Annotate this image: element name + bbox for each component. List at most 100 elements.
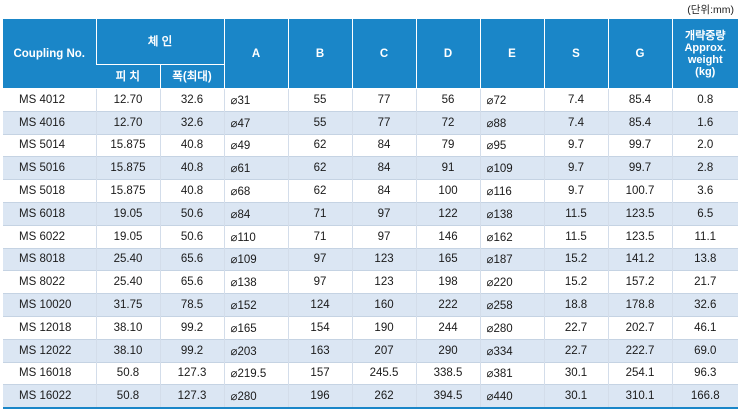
cell-a: ⌀280 [223, 384, 289, 409]
cell-a: ⌀31 [223, 88, 289, 112]
cell-a: ⌀68 [223, 179, 289, 203]
cell-b: 157 [287, 361, 353, 385]
cell-weight: 6.5 [671, 201, 739, 226]
cell-c: 77 [351, 88, 417, 112]
header-b: B [287, 19, 353, 89]
cell-c: 207 [351, 338, 417, 363]
cell-width: 127.3 [159, 384, 225, 409]
cell-d: 146 [415, 224, 481, 249]
cell-b: 62 [287, 156, 353, 180]
cell-pitch: 31.75 [95, 293, 160, 317]
cell-weight: 13.8 [671, 247, 739, 271]
cell-d: 222 [415, 293, 481, 317]
cell-a: ⌀61 [223, 156, 289, 180]
header-weight-en2: weight [687, 53, 723, 66]
cell-g: 141.2 [607, 247, 673, 271]
cell-c: 84 [351, 179, 417, 203]
cell-s: 11.5 [543, 224, 609, 249]
cell-s: 9.7 [543, 179, 609, 203]
cell-coupling-no: MS 16022 [3, 384, 96, 409]
cell-d: 122 [415, 201, 481, 226]
cell-e: ⌀334 [479, 338, 545, 363]
cell-coupling-no: MS 5016 [3, 156, 96, 180]
cell-g: 85.4 [607, 88, 673, 112]
cell-c: 77 [351, 110, 417, 135]
header-e: E [479, 19, 545, 89]
cell-g: 222.7 [607, 338, 673, 363]
cell-weight: 21.7 [671, 270, 739, 294]
cell-width: 40.8 [159, 156, 225, 180]
cell-e: ⌀381 [479, 361, 545, 385]
cell-a: ⌀47 [223, 110, 289, 135]
cell-b: 163 [287, 338, 353, 363]
header-a: A [223, 19, 289, 89]
cell-s: 11.5 [543, 201, 609, 226]
table-row: MS 12022 38.10 99.2 ⌀203 163 207 290 ⌀334 22.7 22… [3, 338, 739, 363]
table-row: MS 5014 15.875 40.8 ⌀49 62 84 79 ⌀95 9.7 99.7 2.0 [3, 133, 739, 157]
cell-a: ⌀109 [223, 247, 289, 271]
cell-e: ⌀138 [479, 201, 545, 226]
cell-a: ⌀49 [223, 133, 289, 157]
cell-e: ⌀440 [479, 384, 545, 409]
cell-d: 79 [415, 133, 481, 157]
cell-s: 18.8 [543, 293, 609, 317]
cell-g: 123.5 [607, 201, 673, 226]
cell-pitch: 15.875 [95, 133, 160, 157]
cell-weight: 32.6 [671, 293, 739, 317]
cell-a: ⌀165 [223, 315, 289, 340]
header-d: D [415, 19, 481, 89]
cell-g: 99.7 [607, 133, 673, 157]
table-row: MS 16022 50.8 127.3 ⌀280 196 262 394.5 ⌀440 30.1… [3, 384, 739, 409]
cell-g: 123.5 [607, 224, 673, 249]
table-row: MS 5016 15.875 40.8 ⌀61 62 84 91 ⌀109 9.7 99.7 2.8 [3, 156, 739, 180]
cell-d: 165 [415, 247, 481, 271]
cell-pitch: 12.70 [95, 88, 160, 112]
table-row: MS 6018 19.05 50.6 ⌀84 71 97 122 ⌀138 11.5 123.5 6… [3, 201, 739, 226]
cell-e: ⌀258 [479, 293, 545, 317]
cell-width: 32.6 [159, 88, 225, 112]
cell-width: 50.6 [159, 201, 225, 226]
cell-a: ⌀219.5 [223, 361, 289, 385]
cell-g: 254.1 [607, 361, 673, 385]
cell-e: ⌀116 [479, 179, 545, 203]
cell-c: 84 [351, 133, 417, 157]
cell-c: 262 [351, 384, 417, 409]
cell-a: ⌀110 [223, 224, 289, 249]
cell-a: ⌀84 [223, 201, 289, 226]
cell-width: 65.6 [159, 270, 225, 294]
cell-e: ⌀72 [479, 88, 545, 112]
cell-b: 62 [287, 179, 353, 203]
cell-g: 85.4 [607, 110, 673, 135]
cell-coupling-no: MS 4012 [3, 88, 96, 112]
table-row: MS 16018 50.8 127.3 ⌀219.5 157 245.5 338.5 ⌀381… [3, 361, 739, 385]
cell-s: 15.2 [543, 247, 609, 271]
table-row: MS 8018 25.40 65.6 ⌀109 97 123 165 ⌀187 15.2 141.… [3, 247, 739, 271]
cell-coupling-no: MS 12018 [3, 315, 96, 340]
cell-s: 22.7 [543, 315, 609, 340]
cell-a: ⌀203 [223, 338, 289, 363]
cell-weight: 0.8 [671, 88, 739, 112]
cell-b: 97 [287, 270, 353, 294]
cell-g: 178.8 [607, 293, 673, 317]
cell-e: ⌀109 [479, 156, 545, 180]
cell-g: 202.7 [607, 315, 673, 340]
cell-width: 99.2 [159, 338, 225, 363]
cell-pitch: 25.40 [95, 247, 160, 271]
cell-width: 127.3 [159, 361, 225, 385]
cell-width: 40.8 [159, 133, 225, 157]
cell-b: 97 [287, 247, 353, 271]
cell-c: 97 [351, 201, 417, 226]
cell-weight: 96.3 [671, 361, 739, 385]
cell-pitch: 38.10 [95, 338, 160, 363]
cell-b: 71 [287, 224, 353, 249]
cell-c: 160 [351, 293, 417, 317]
cell-g: 99.7 [607, 156, 673, 180]
cell-weight: 69.0 [671, 338, 739, 363]
cell-coupling-no: MS 5014 [3, 133, 96, 157]
cell-pitch: 12.70 [95, 110, 160, 135]
unit-note: (단위:mm) [687, 4, 734, 16]
table-row: MS 6022 19.05 50.6 ⌀110 71 97 146 ⌀162 11.5 123.5… [3, 224, 739, 249]
cell-coupling-no: MS 4016 [3, 110, 96, 135]
header-c: C [351, 19, 417, 89]
cell-c: 84 [351, 156, 417, 180]
